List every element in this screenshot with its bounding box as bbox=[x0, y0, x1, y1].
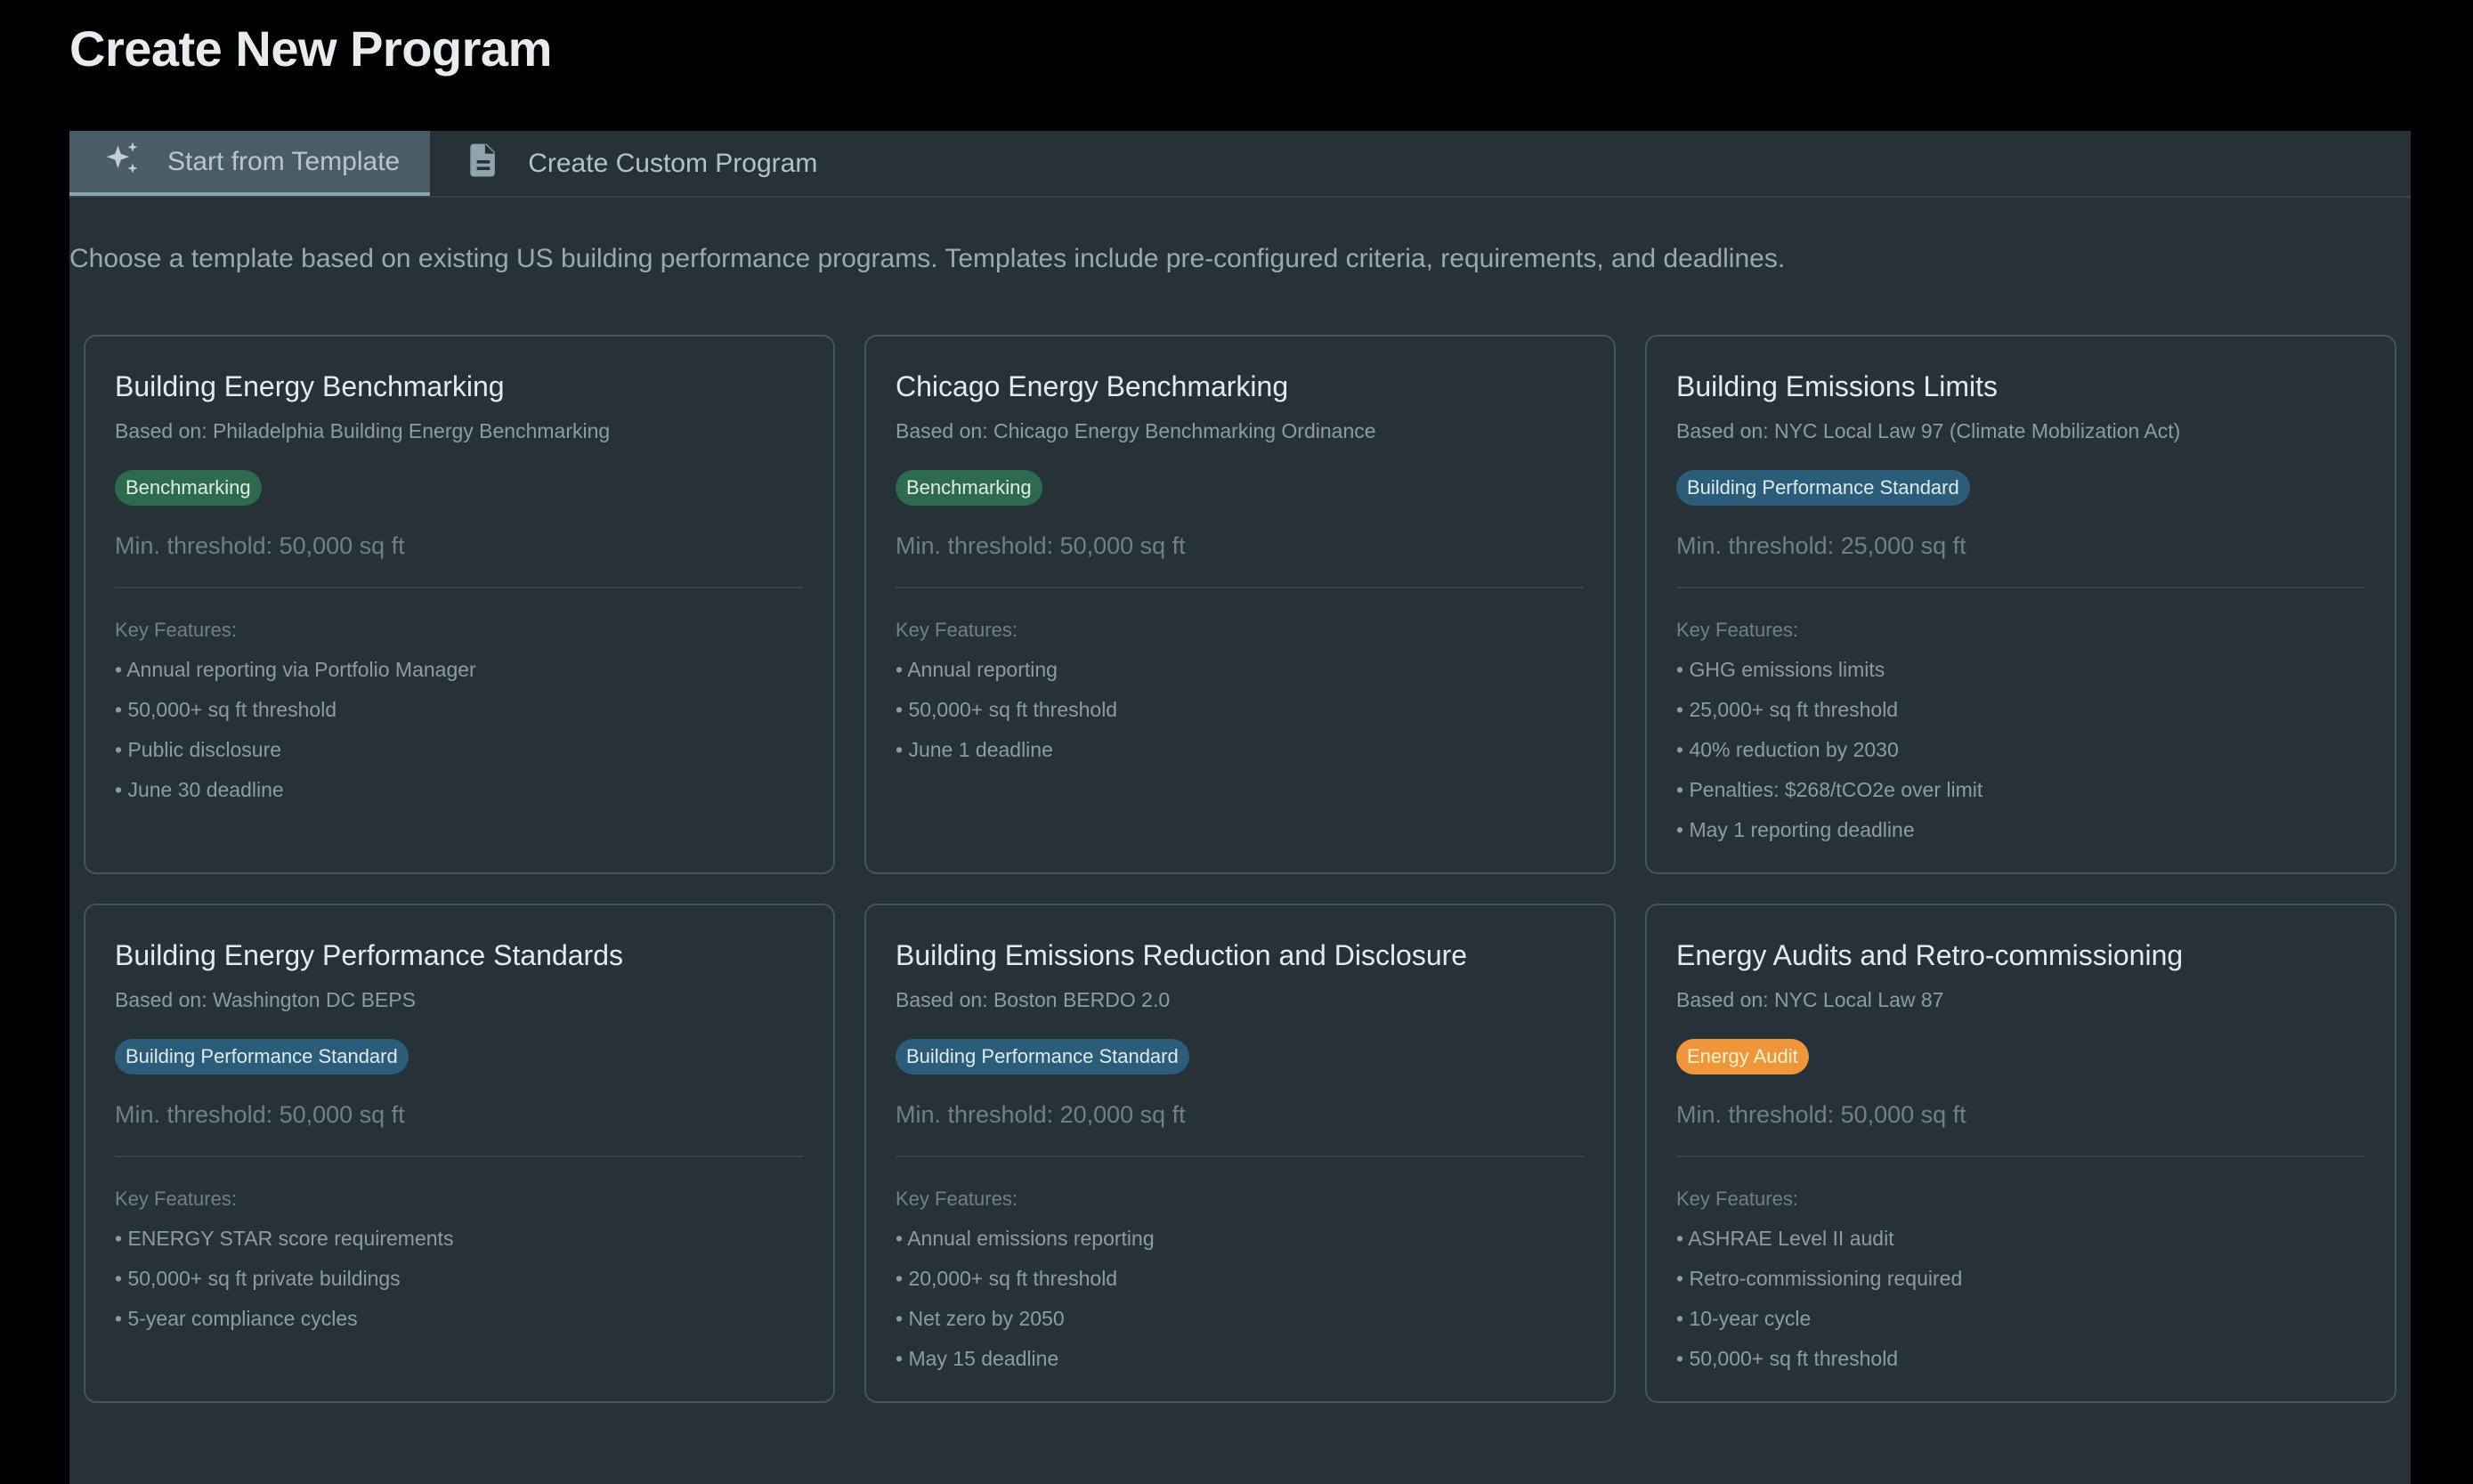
key-features-label: Key Features: bbox=[896, 619, 1018, 641]
feature-item: Annual reporting bbox=[896, 658, 1584, 682]
feature-item: 10-year cycle bbox=[1676, 1307, 2364, 1331]
template-grid: Building Energy Benchmarking Based on: P… bbox=[84, 335, 2411, 1403]
feature-item: Public disclosure bbox=[115, 738, 803, 762]
card-title: Energy Audits and Retro-commissioning bbox=[1676, 939, 2184, 971]
template-card[interactable]: Building Energy Benchmarking Based on: P… bbox=[84, 335, 835, 874]
feature-list: Annual reporting 50,000+ sq ft threshold J… bbox=[896, 658, 1584, 762]
card-based-on: Based on: Boston BERDO 2.0 bbox=[896, 988, 1171, 1011]
feature-item: 50,000+ sq ft threshold bbox=[115, 698, 803, 722]
card-title: Building Energy Benchmarking bbox=[115, 370, 505, 402]
tab-create-custom-program[interactable]: Create Custom Program bbox=[430, 131, 847, 196]
card-title: Building Emissions Limits bbox=[1676, 370, 1999, 402]
card-threshold: Min. threshold: 50,000 sq ft bbox=[1676, 1101, 1966, 1128]
card-based-on: Based on: Chicago Energy Benchmarking Or… bbox=[896, 419, 1376, 442]
program-type-badge: Building Performance Standard bbox=[896, 1039, 1189, 1074]
program-panel: Start from Template Create Custom Progra… bbox=[69, 131, 2411, 1484]
page-title: Create New Program bbox=[69, 20, 552, 77]
feature-list: ASHRAE Level II audit Retro-commissioning… bbox=[1676, 1227, 2364, 1371]
template-card[interactable]: Energy Audits and Retro-commissioning Ba… bbox=[1645, 904, 2396, 1403]
feature-item: Penalties: $268/tCO2e over limit bbox=[1676, 778, 2364, 802]
tab-bar: Start from Template Create Custom Progra… bbox=[69, 131, 2411, 198]
feature-item: Annual emissions reporting bbox=[896, 1227, 1584, 1251]
template-card[interactable]: Building Energy Performance Standards Ba… bbox=[84, 904, 835, 1403]
program-type-badge: Energy Audit bbox=[1676, 1039, 1809, 1074]
card-threshold: Min. threshold: 20,000 sq ft bbox=[896, 1101, 1186, 1128]
key-features-label: Key Features: bbox=[115, 619, 237, 641]
tab-start-from-template[interactable]: Start from Template bbox=[69, 131, 431, 196]
feature-list: GHG emissions limits 25,000+ sq ft thresh… bbox=[1676, 658, 2364, 842]
card-based-on: Based on: Washington DC BEPS bbox=[115, 988, 416, 1011]
template-card[interactable]: Chicago Energy Benchmarking Based on: Ch… bbox=[864, 335, 1616, 874]
feature-item: 25,000+ sq ft threshold bbox=[1676, 698, 2364, 722]
program-type-badge: Benchmarking bbox=[896, 470, 1042, 506]
card-divider bbox=[115, 587, 803, 588]
template-card[interactable]: Building Emissions Limits Based on: NYC … bbox=[1645, 335, 2396, 874]
feature-list: Annual emissions reporting 20,000+ sq ft … bbox=[896, 1227, 1584, 1371]
card-divider bbox=[1676, 1156, 2364, 1157]
card-threshold: Min. threshold: 50,000 sq ft bbox=[115, 532, 405, 559]
feature-item: Annual reporting via Portfolio Manager bbox=[115, 658, 803, 682]
feature-item: 40% reduction by 2030 bbox=[1676, 738, 2364, 762]
feature-item: June 30 deadline bbox=[115, 778, 803, 802]
card-divider bbox=[1676, 587, 2364, 588]
key-features-label: Key Features: bbox=[1676, 619, 1798, 641]
key-features-label: Key Features: bbox=[896, 1188, 1018, 1210]
tab-label: Start from Template bbox=[167, 146, 401, 176]
feature-list: ENERGY STAR score requirements 50,000+ sq… bbox=[115, 1227, 803, 1331]
template-card[interactable]: Building Emissions Reduction and Disclos… bbox=[864, 904, 1616, 1403]
feature-item: ASHRAE Level II audit bbox=[1676, 1227, 2364, 1251]
key-features-label: Key Features: bbox=[1676, 1188, 1798, 1210]
sparkles-icon bbox=[103, 139, 142, 185]
key-features-label: Key Features: bbox=[115, 1188, 237, 1210]
card-divider bbox=[896, 587, 1584, 588]
card-title: Building Energy Performance Standards bbox=[115, 939, 623, 971]
card-title: Building Emissions Reduction and Disclos… bbox=[896, 939, 1468, 971]
card-threshold: Min. threshold: 25,000 sq ft bbox=[1676, 532, 1966, 559]
card-based-on: Based on: NYC Local Law 87 bbox=[1676, 988, 1944, 1011]
card-divider bbox=[896, 1156, 1584, 1157]
feature-item: June 1 deadline bbox=[896, 738, 1584, 762]
card-title: Chicago Energy Benchmarking bbox=[896, 370, 1289, 402]
feature-list: Annual reporting via Portfolio Manager 50… bbox=[115, 658, 803, 802]
program-type-badge: Building Performance Standard bbox=[115, 1039, 409, 1074]
feature-item: ENERGY STAR score requirements bbox=[115, 1227, 803, 1251]
program-type-badge: Benchmarking bbox=[115, 470, 262, 506]
feature-item: 5-year compliance cycles bbox=[115, 1307, 803, 1331]
card-based-on: Based on: NYC Local Law 97 (Climate Mobi… bbox=[1676, 419, 2181, 442]
feature-item: GHG emissions limits bbox=[1676, 658, 2364, 682]
feature-item: 50,000+ sq ft threshold bbox=[896, 698, 1584, 722]
feature-item: Net zero by 2050 bbox=[896, 1307, 1584, 1331]
feature-item: 50,000+ sq ft private buildings bbox=[115, 1267, 803, 1291]
feature-item: 50,000+ sq ft threshold bbox=[1676, 1347, 2364, 1371]
template-description: Choose a template based on existing US b… bbox=[69, 244, 1786, 273]
program-type-badge: Building Performance Standard bbox=[1676, 470, 1970, 506]
feature-item: May 1 reporting deadline bbox=[1676, 818, 2364, 842]
card-threshold: Min. threshold: 50,000 sq ft bbox=[115, 1101, 405, 1128]
document-icon bbox=[464, 141, 503, 187]
tab-label: Create Custom Program bbox=[528, 148, 818, 178]
card-based-on: Based on: Philadelphia Building Energy B… bbox=[115, 419, 611, 442]
card-divider bbox=[115, 1156, 803, 1157]
card-threshold: Min. threshold: 50,000 sq ft bbox=[896, 532, 1186, 559]
feature-item: Retro-commissioning required bbox=[1676, 1267, 2364, 1291]
feature-item: May 15 deadline bbox=[896, 1347, 1584, 1371]
feature-item: 20,000+ sq ft threshold bbox=[896, 1267, 1584, 1291]
